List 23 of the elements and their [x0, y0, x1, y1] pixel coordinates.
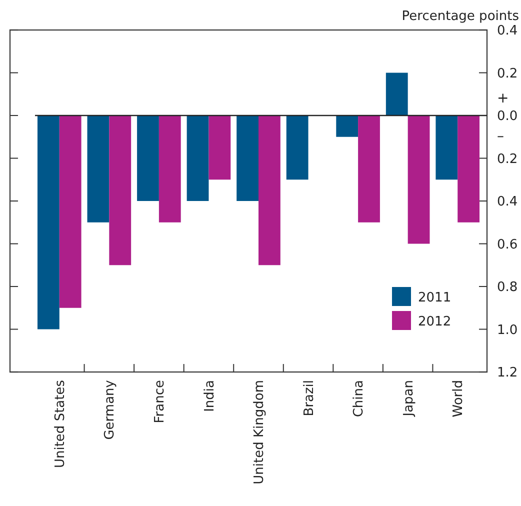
x-tick-label: India	[202, 380, 218, 412]
y-tick-label: 0.2	[497, 152, 518, 167]
y-tick-label: 0.8	[497, 280, 518, 296]
x-tick-label: United States	[52, 380, 68, 468]
x-tick-label: Brazil	[302, 380, 317, 416]
legend-label: 2012	[418, 314, 452, 330]
x-tick-label: Japan	[401, 380, 416, 418]
x-tick-label: United Kingdom	[252, 380, 268, 484]
y-tick-label: 0.6	[497, 237, 518, 252]
y-tick-label: 0.4	[497, 24, 518, 39]
y-tick-label: 0.2	[497, 66, 518, 82]
x-tick-label: World	[451, 380, 466, 418]
x-tick-label: Germany	[102, 380, 118, 440]
y-tick-label: 0.4	[497, 194, 518, 210]
y-tick-label: 0.0	[497, 109, 518, 124]
y-axis-title: Percentage points	[402, 9, 520, 24]
x-tick-label: China	[352, 380, 367, 418]
text: +	[497, 90, 509, 106]
y-tick-label: 1.0	[497, 322, 518, 338]
legend-label: 2011	[418, 290, 452, 306]
text: –	[497, 128, 504, 144]
x-tick-label: France	[152, 380, 168, 424]
y-tick-label: 1.2	[497, 366, 518, 381]
